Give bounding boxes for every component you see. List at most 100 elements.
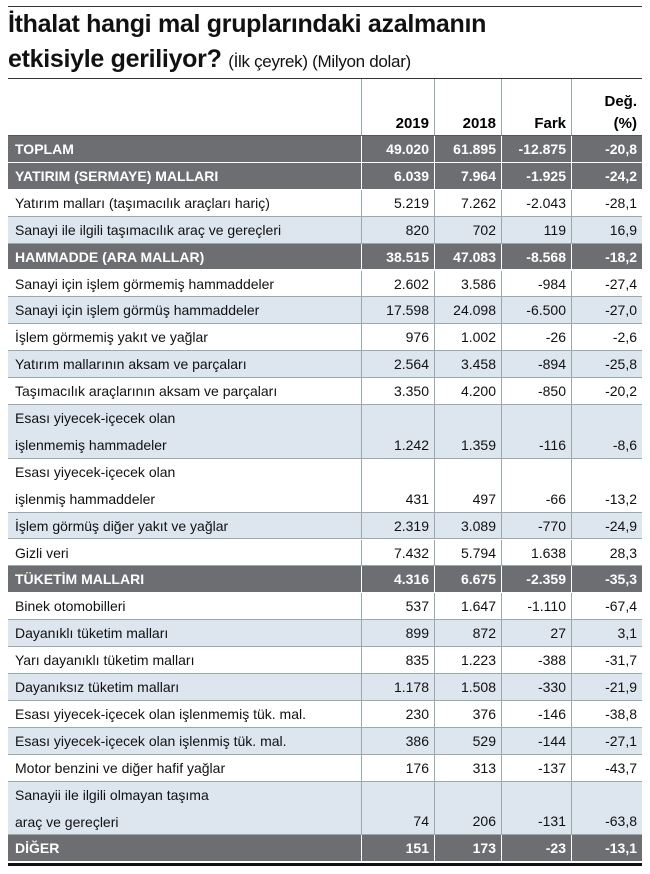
row-value: 835 bbox=[362, 647, 435, 674]
cell-text: 537 bbox=[405, 598, 429, 615]
row-value: -27,1 bbox=[572, 727, 642, 755]
row-value: 49.020 bbox=[362, 136, 435, 163]
cell-text: Esası yiyecek-içecek olan işlenmemiş tük… bbox=[15, 705, 306, 722]
row-value: 2.564 bbox=[362, 351, 435, 379]
cell-text: -850 bbox=[537, 383, 566, 400]
cell-text: 313 bbox=[472, 759, 496, 776]
cell-text: -8.568 bbox=[526, 248, 566, 265]
row-value: -43,7 bbox=[572, 755, 642, 782]
cell-text: Yarı dayanıklı tüketim malları bbox=[15, 652, 195, 669]
row-label: Binek otomobilleri bbox=[8, 593, 362, 621]
title: İthalat hangi mal gruplarındaki azalmanı… bbox=[8, 10, 487, 38]
row-value: -894 bbox=[502, 351, 572, 379]
cell-text: 3.458 bbox=[460, 356, 496, 373]
row-value: 7.432 bbox=[362, 539, 435, 567]
cell-text: 431 bbox=[405, 490, 429, 507]
row-value: 2.319 bbox=[362, 512, 435, 540]
row-value: -18,2 bbox=[572, 243, 642, 271]
cell-text: -144 bbox=[537, 732, 566, 749]
cell-text: -24,9 bbox=[605, 517, 637, 534]
cell-text: 2.564 bbox=[393, 356, 429, 373]
row-value: -31,7 bbox=[572, 647, 642, 674]
cell-text: -1.110 bbox=[527, 598, 566, 615]
cell-text: -894 bbox=[537, 356, 566, 373]
cell-text: 2019 bbox=[395, 115, 429, 132]
cell-text: 976 bbox=[405, 329, 429, 346]
cell-text: -23 bbox=[545, 840, 566, 857]
header-cell: Fark bbox=[502, 79, 572, 136]
row-label: TÜKETİM MALLARI bbox=[8, 566, 362, 594]
row-value: 313 bbox=[435, 754, 502, 782]
row-label: Sanayi için işlem görmüş hammaddeler bbox=[8, 297, 362, 325]
row-value: 151 bbox=[362, 835, 435, 863]
row-value: -144 bbox=[502, 727, 572, 755]
row-value: 1.002 bbox=[435, 324, 502, 352]
row-value: -137 bbox=[502, 754, 572, 782]
row-value: -984 bbox=[502, 270, 572, 298]
row-value: 173 bbox=[435, 835, 502, 863]
row-value: -1.925 bbox=[502, 162, 572, 190]
cell-text: Binek otomobilleri bbox=[15, 598, 126, 615]
row-value: 17.598 bbox=[362, 297, 435, 325]
row-value: 27 bbox=[502, 620, 572, 648]
cell-text: -137 bbox=[537, 759, 566, 776]
cell-text: Sanayi için işlem görmüş hammaddeler bbox=[15, 302, 260, 319]
row-value: 431 bbox=[362, 458, 435, 513]
cell-text: İşlem görmemiş yakıt ve yağlar bbox=[15, 329, 208, 346]
cell-text: -63,8 bbox=[605, 813, 637, 830]
cell-text: -21,9 bbox=[605, 679, 637, 695]
row-value: -116 bbox=[502, 405, 572, 459]
cell-text: -27,1 bbox=[605, 732, 637, 749]
row-label: Yarı dayanıklı tüketim malları bbox=[8, 647, 362, 674]
title-line-2: etkisiyle geriliyor? (İlk çeyrek) (Milyo… bbox=[8, 45, 411, 74]
row-value: -63,8 bbox=[572, 781, 642, 836]
cell-text: -13,2 bbox=[605, 490, 637, 507]
cell-text: TÜKETİM MALLARI bbox=[15, 571, 145, 588]
subtitle: (İlk çeyrek) (Milyon dolar) bbox=[228, 52, 411, 71]
row-label: Esası yiyecek-içecek olan işlenmiş hammad… bbox=[8, 458, 362, 513]
row-value: -13,1 bbox=[572, 835, 642, 863]
row-label: DİĞER bbox=[8, 835, 362, 863]
row-value: -330 bbox=[502, 674, 572, 701]
cell-text: -38,8 bbox=[605, 705, 637, 722]
cell-text: 3.089 bbox=[460, 517, 496, 534]
cell-text: -25,8 bbox=[605, 356, 637, 373]
cell-text: -330 bbox=[537, 679, 566, 695]
row-label: Sanayi ile ilgili taşımacılık araç ve ge… bbox=[8, 216, 362, 244]
row-value: -8,6 bbox=[572, 405, 642, 459]
row-label: Esası yiyecek-içecek olan işlenmemiş hamm… bbox=[8, 405, 362, 459]
row-label: Taşımacılık araçlarının aksam ve parçala… bbox=[8, 378, 362, 405]
row-value: 976 bbox=[362, 324, 435, 352]
row-value: 1.508 bbox=[435, 674, 502, 701]
row-label: Motor benzini ve diğer hafif yağlar bbox=[8, 754, 362, 782]
row-label: Dayanıklı tüketim malları bbox=[8, 620, 362, 648]
cell-text: 5.219 bbox=[393, 194, 429, 211]
row-value: 497 bbox=[435, 458, 502, 513]
row-value: 872 bbox=[435, 620, 502, 648]
cell-text: 119 bbox=[543, 221, 566, 238]
row-value: -13,2 bbox=[572, 459, 642, 513]
row-value: -24,2 bbox=[572, 162, 642, 190]
cell-text: 6.675 bbox=[460, 571, 496, 588]
title-text: etkisiyle geriliyor? bbox=[8, 45, 222, 73]
cell-text: (%) bbox=[613, 115, 637, 132]
row-value: 38.515 bbox=[362, 243, 435, 271]
cell-text: -20,8 bbox=[605, 141, 637, 157]
cell-text: -770 bbox=[537, 517, 566, 534]
cell-text: Esası yiyecek-içecek olan bbox=[15, 410, 176, 426]
row-value: 16,9 bbox=[572, 216, 642, 244]
cell-text: -28,1 bbox=[605, 194, 637, 211]
row-value: 4.316 bbox=[362, 566, 435, 594]
row-value: 24.098 bbox=[435, 297, 502, 325]
cell-text: 47.083 bbox=[453, 248, 496, 265]
bottom-rule bbox=[8, 863, 642, 867]
cell-text: -2.359 bbox=[526, 571, 566, 588]
row-label: Yatırım mallarının aksam ve parçaları bbox=[8, 351, 362, 379]
cell-text: -67,4 bbox=[605, 598, 637, 615]
row-value: 61.895 bbox=[435, 136, 502, 163]
row-value: -20,8 bbox=[572, 136, 642, 163]
row-value: -67,4 bbox=[572, 593, 642, 621]
cell-text: -24,2 bbox=[605, 167, 637, 184]
row-label: Gizli veri bbox=[8, 539, 362, 567]
row-value: 230 bbox=[362, 700, 435, 728]
